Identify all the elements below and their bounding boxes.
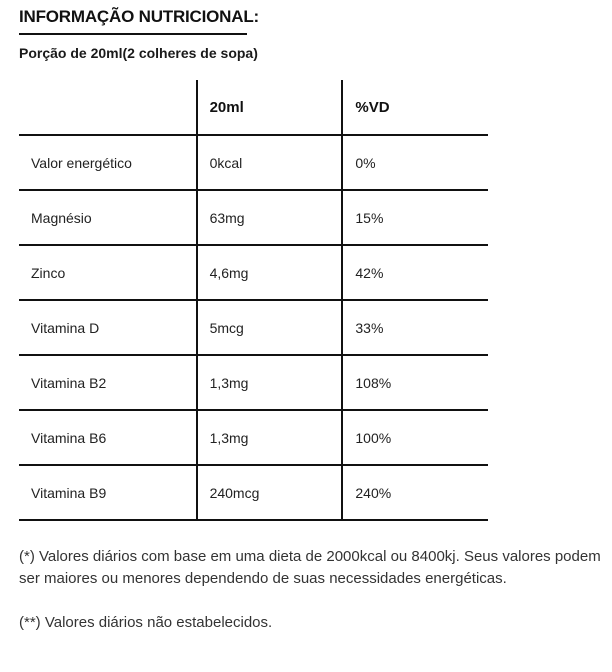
- table-row: Valor energético 0kcal 0%: [19, 135, 488, 190]
- nutrient-daily-value: 240%: [355, 484, 392, 501]
- footnotes: (*) Valores diários com base em uma diet…: [19, 546, 609, 634]
- nutrient-amount: 0kcal: [196, 135, 344, 190]
- nutrient-amount: 1,3mg: [196, 355, 344, 410]
- nutrient-amount: 240mcg: [196, 465, 344, 520]
- nutrient-name: Vitamina B9: [19, 465, 198, 520]
- nutrient-amount: 1,3mg: [196, 410, 344, 465]
- table-row: Magnésio 63mg 15%: [19, 190, 488, 245]
- nutrient-name: Zinco: [19, 245, 198, 300]
- nutrient-amount: 4,6mg: [196, 245, 344, 300]
- nutrient-amount: 63mg: [196, 190, 344, 245]
- nutrient-name: Vitamina B6: [19, 410, 198, 465]
- nutrient-name: Vitamina D: [19, 300, 198, 355]
- nutrient-daily-value: 0%: [355, 154, 376, 171]
- footnote-not-established: (**) Valores diários não estabelecidos.: [19, 614, 273, 631]
- nutrient-daily-value: 108%: [355, 374, 392, 391]
- table-row: Vitamina D 5mcg 33%: [19, 300, 488, 355]
- nutrient-daily-value: 42%: [355, 264, 384, 281]
- nutrient-name: Magnésio: [19, 190, 198, 245]
- table-row: Vitamina B6 1,3mg 100%: [19, 410, 488, 465]
- table-row: Vitamina B2 1,3mg 108%: [19, 355, 488, 410]
- nutrient-daily-value: 33%: [355, 319, 384, 336]
- nutrient-daily-value: 100%: [355, 429, 392, 446]
- portion-size: Porção de 20ml(2 colheres de sopa): [19, 45, 258, 61]
- footnote-daily-values: (*) Valores diários com base em uma diet…: [19, 548, 601, 587]
- nutrient-name: Vitamina B2: [19, 355, 198, 410]
- table-row: Zinco 4,6mg 42%: [19, 245, 488, 300]
- nutrition-table: 20ml %VD Valor energético 0kcal 0% Magné…: [19, 80, 488, 521]
- table-header-row: 20ml %VD: [19, 80, 488, 135]
- page-title: INFORMAÇÃO NUTRICIONAL:: [19, 6, 259, 35]
- column-header-daily-value: %VD: [355, 98, 390, 116]
- nutrient-daily-value: 15%: [355, 209, 384, 226]
- column-header-nutrient: [19, 80, 198, 135]
- nutrient-name: Valor energético: [19, 135, 198, 190]
- table-row: Vitamina B9 240mcg 240%: [19, 465, 488, 520]
- nutrient-amount: 5mcg: [196, 300, 344, 355]
- column-header-amount: 20ml: [196, 80, 344, 135]
